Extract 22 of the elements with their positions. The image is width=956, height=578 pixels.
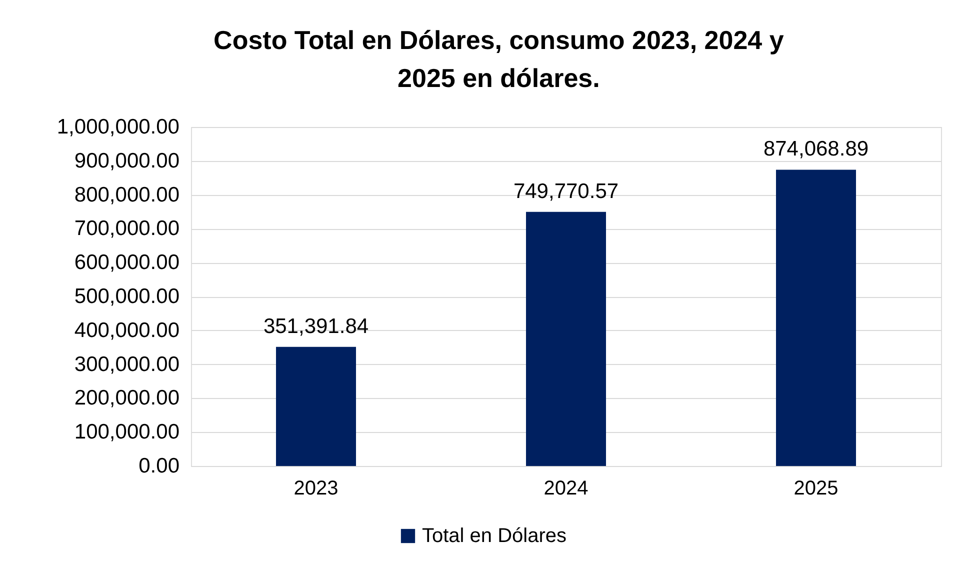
text: 351,391.84 — [263, 314, 369, 338]
y-tick-label: 400,000.00 — [74, 318, 180, 342]
y-tick-label: 600,000.00 — [74, 251, 180, 274]
bar — [776, 170, 856, 466]
bar — [526, 212, 606, 466]
chart-title: Costo Total en Dólares, consumo 2023, 2024 y 2025 en dólares. — [214, 25, 784, 93]
text: 749,770.57 — [513, 180, 619, 203]
y-tick-label: 100,000.00 — [74, 420, 180, 444]
y-tick-label: 700,000.00 — [74, 217, 180, 240]
text: 874,068.89 — [763, 138, 869, 161]
x-tick-label: 2025 — [794, 478, 838, 500]
y-tick-label: 0.00 — [138, 454, 180, 478]
y-tick-label: 500,000.00 — [74, 285, 180, 308]
x-tick-label: 2024 — [544, 478, 588, 500]
y-tick-label: 200,000.00 — [74, 386, 180, 410]
y-tick-label: 900,000.00 — [74, 149, 180, 172]
y-tick-label: 300,000.00 — [74, 352, 180, 376]
bar — [276, 346, 356, 466]
x-tick-label: 2023 — [294, 478, 338, 500]
legend-label: Total en Dólares — [422, 525, 567, 547]
y-tick-label: 1,000,000.00 — [56, 116, 180, 138]
y-tick-label: 800,000.00 — [74, 183, 180, 206]
